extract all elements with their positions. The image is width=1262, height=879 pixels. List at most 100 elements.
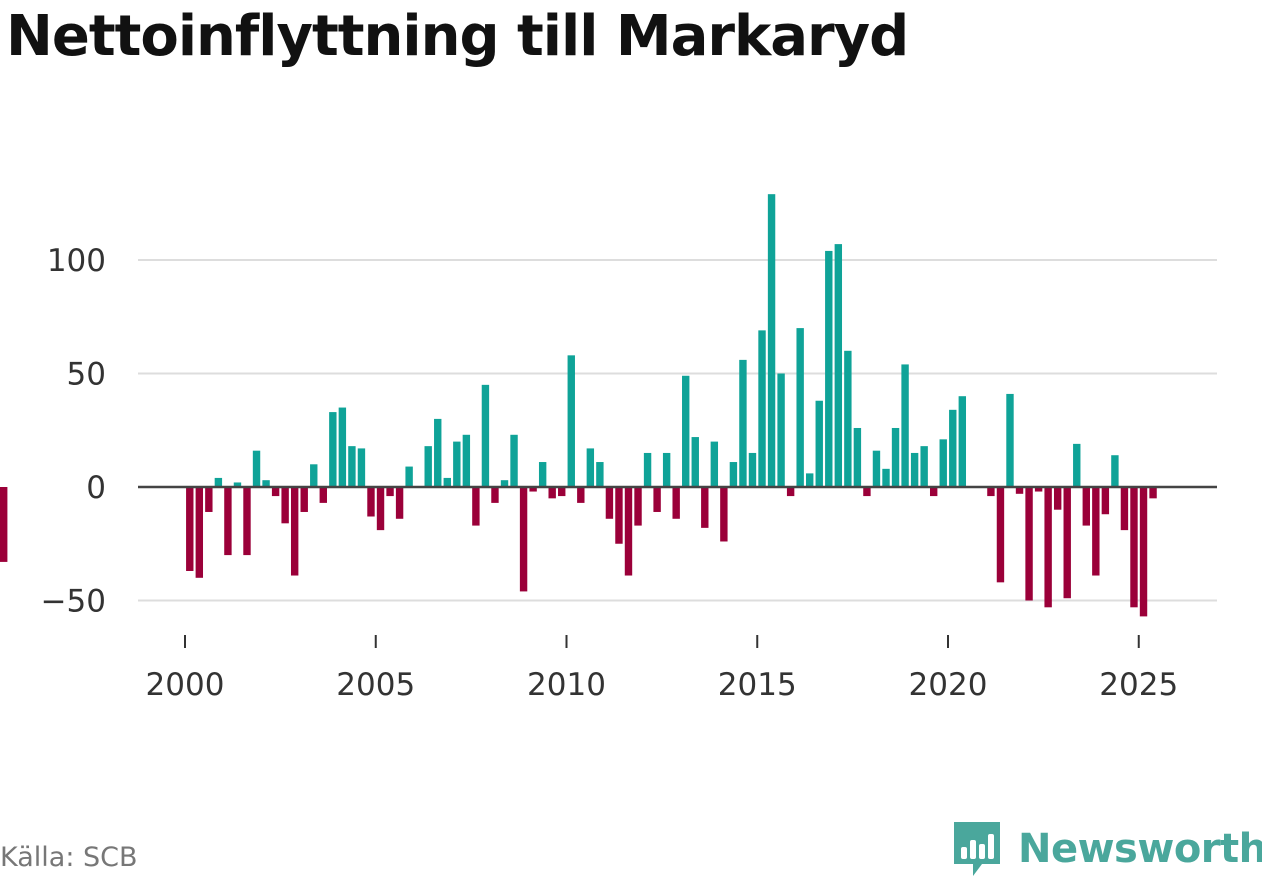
bar xyxy=(186,487,194,571)
bar xyxy=(290,487,299,576)
bar xyxy=(300,487,308,512)
bar xyxy=(243,487,251,556)
bar xyxy=(472,487,480,526)
bar xyxy=(653,487,661,512)
x-tick-label: 2000 xyxy=(146,667,225,703)
bar xyxy=(577,487,585,503)
bar xyxy=(844,350,852,487)
bar xyxy=(424,446,432,487)
bar xyxy=(682,375,690,487)
bar xyxy=(1006,393,1014,487)
bar xyxy=(338,407,347,487)
x-tick-label: 2005 xyxy=(336,667,415,703)
bar xyxy=(548,487,556,499)
bar xyxy=(958,396,967,487)
bar xyxy=(376,487,385,531)
bar xyxy=(748,452,757,487)
bar xyxy=(729,462,738,487)
bar xyxy=(538,462,547,487)
bar xyxy=(605,487,614,519)
x-tick-label: 2020 xyxy=(909,667,988,703)
bar xyxy=(910,452,919,487)
bar xyxy=(672,487,680,519)
bar xyxy=(987,487,995,497)
bar xyxy=(262,480,270,487)
bar xyxy=(386,487,394,497)
bar xyxy=(720,487,728,542)
bar xyxy=(481,384,490,487)
bar xyxy=(920,446,928,487)
bar xyxy=(939,439,947,487)
bar xyxy=(929,487,938,497)
bar xyxy=(815,400,823,487)
bar xyxy=(1111,455,1119,487)
bar xyxy=(796,328,804,487)
bar xyxy=(615,487,623,544)
x-tick-label: 2015 xyxy=(718,667,797,703)
bar xyxy=(863,487,871,497)
bar xyxy=(558,487,566,497)
bar xyxy=(634,487,642,526)
bar xyxy=(996,487,1005,583)
bar xyxy=(281,487,289,524)
bar xyxy=(271,487,280,497)
bar xyxy=(901,364,909,487)
bar xyxy=(453,441,461,487)
y-tick-label: 0 xyxy=(86,470,106,506)
bar xyxy=(949,409,957,487)
bar xyxy=(529,487,537,492)
bar xyxy=(662,452,671,487)
bar xyxy=(624,487,633,576)
bar xyxy=(195,487,204,578)
bar xyxy=(214,477,223,487)
bar xyxy=(1034,487,1043,492)
bar xyxy=(510,434,518,487)
bar xyxy=(224,487,232,556)
y-axis-labels: −50 0 50 100 xyxy=(41,243,106,620)
bar xyxy=(1082,487,1090,526)
bar xyxy=(348,446,356,487)
bar xyxy=(491,487,499,503)
bar xyxy=(758,330,766,487)
bar xyxy=(1073,443,1081,487)
bar xyxy=(1044,487,1052,608)
bar xyxy=(882,468,890,487)
bar xyxy=(739,359,747,487)
bar xyxy=(710,441,719,487)
bar xyxy=(1092,487,1100,576)
newsworthy-logo-icon xyxy=(954,822,1000,876)
bar xyxy=(1130,487,1138,608)
bar xyxy=(1101,487,1110,515)
bar xyxy=(1015,487,1024,494)
bar xyxy=(1025,487,1033,601)
bar xyxy=(205,487,213,512)
newsworthy-logo[interactable]: Newsworthy xyxy=(952,820,1262,878)
bar xyxy=(0,487,8,562)
bar xyxy=(405,466,413,487)
bar xyxy=(567,355,575,487)
chart-title: Nettoinflyttning till Markaryd xyxy=(6,4,909,69)
gridlines xyxy=(138,259,1217,602)
bar xyxy=(596,462,604,487)
bar xyxy=(443,477,451,487)
x-tick-label: 2010 xyxy=(527,667,606,703)
bar xyxy=(1120,487,1129,531)
bar xyxy=(853,427,862,487)
bar xyxy=(367,487,375,517)
bar xyxy=(834,244,843,487)
bar xyxy=(1053,487,1062,510)
bar xyxy=(1063,487,1071,599)
bar xyxy=(462,434,471,487)
bar xyxy=(691,437,699,487)
bar xyxy=(586,448,595,487)
bar xyxy=(434,418,442,487)
x-axis: 2000 2005 2010 2015 2020 2025 xyxy=(138,485,1217,703)
bar xyxy=(357,448,366,487)
bar xyxy=(329,412,337,487)
y-tick-label: 50 xyxy=(67,357,106,393)
bar xyxy=(519,487,528,592)
bar xyxy=(310,464,318,487)
bar xyxy=(701,487,709,528)
bar xyxy=(643,452,652,487)
